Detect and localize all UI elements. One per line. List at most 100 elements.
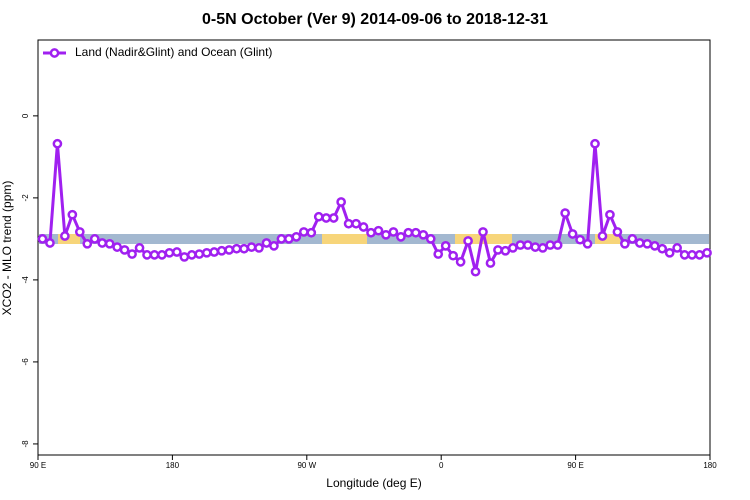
data-point [649,241,660,251]
data-point [403,227,414,238]
data-point [664,247,675,258]
data-point [45,238,55,248]
land-band [322,234,367,244]
data-point [104,238,115,249]
data-point [67,209,78,220]
data-point [433,249,444,259]
data-point [209,247,220,257]
data-point [440,241,451,251]
land-band [595,234,620,244]
data-point [194,249,205,259]
ocean-band [39,234,709,244]
data-point [470,266,481,277]
data-point [702,247,712,258]
data-point [522,240,533,250]
data-point [112,242,122,252]
data-point [694,250,705,260]
y-axis-label: XCO2 - MLO trend (ppm) [0,181,14,316]
data-point [515,240,526,250]
data-point [119,245,130,255]
data-point [575,234,585,245]
y-tick-label: -6 [21,358,30,366]
data-point [149,250,160,260]
data-point [620,238,630,249]
data-point [186,250,197,260]
x-tick-label: 180 [703,461,717,470]
data-point [246,242,257,252]
data-point [508,243,518,253]
y-tick-label: -8 [21,440,30,448]
data-point [381,229,391,240]
data-point [328,213,339,223]
data-point [172,247,182,257]
data-point [366,227,376,238]
data-point [164,247,175,258]
data-point [418,229,429,240]
data-point [351,218,361,229]
data-point [201,247,212,258]
data-point [448,250,458,261]
data-point [463,236,473,246]
data-point [627,234,638,244]
data-point [485,258,496,268]
data-point [254,243,264,253]
data-point [455,257,466,267]
data-point [388,227,399,237]
y-tick-label: -2 [21,194,30,202]
data-point [261,238,272,248]
data-point [142,250,152,260]
data-point [224,245,234,255]
data-point [537,243,548,253]
data-point [567,229,578,239]
data-point [530,242,541,252]
legend-marker [49,48,60,58]
data-point [134,243,145,253]
y-tick-label: -4 [21,276,30,284]
data-point [582,238,593,249]
data-point [560,208,570,218]
data-point [590,138,600,149]
data-point [672,243,682,253]
data-point [231,243,242,254]
data-point [216,245,227,256]
data-point [343,218,354,229]
data-point [493,245,503,255]
data-point [276,234,287,244]
data-point [89,234,100,244]
data-point [127,249,137,259]
x-tick-label: 90 E [30,461,46,470]
data-point [284,234,294,244]
data-point [552,240,563,250]
data-point [74,227,85,237]
data-point [239,243,249,254]
data-point [679,250,690,260]
x-tick-label: 90 W [297,461,316,470]
data-point [298,227,309,237]
y-tick-label: 0 [21,113,30,118]
data-point [634,238,645,248]
data-point [396,231,406,242]
chart-title: 0-5N October (Ver 9) 2014-09-06 to 2018-… [202,11,548,28]
data-point [478,227,488,237]
data-point [657,243,668,254]
data-point [60,231,70,241]
data-point [82,238,93,249]
data-point [612,227,623,237]
data-point [52,138,63,149]
data-point [313,211,324,222]
data-point [336,197,346,207]
data-point [358,222,369,232]
data-point [373,225,384,236]
data-point [157,250,167,260]
data-point [425,234,436,244]
plot-frame [37,39,711,456]
data-point [605,209,615,220]
data-point [500,245,511,256]
data-point [97,238,108,248]
x-tick-label: 90 E [567,461,583,470]
land-band [58,234,80,244]
legend-label: Land (Nadir&Glint) and Ocean (Glint) [75,45,272,59]
data-point [37,234,48,244]
data-point [597,231,608,241]
